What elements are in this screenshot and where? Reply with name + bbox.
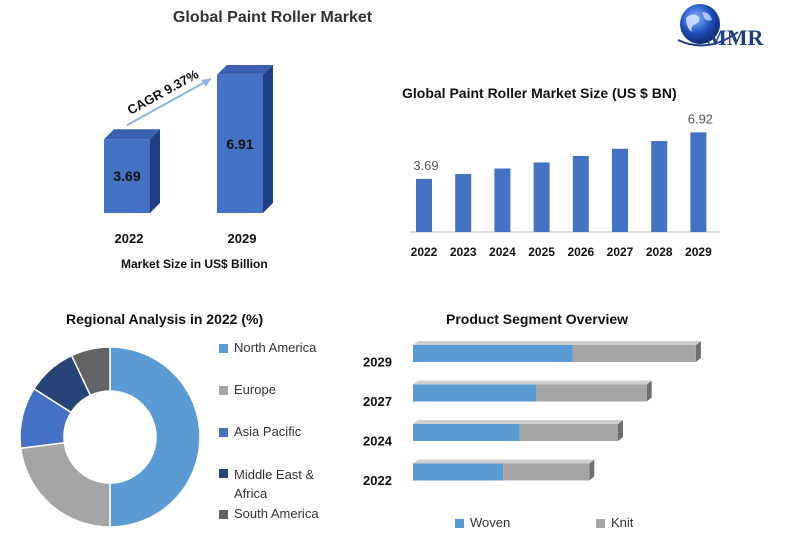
bar-2024 bbox=[494, 168, 511, 232]
bar-depth-2027 bbox=[646, 380, 652, 402]
legend-swatch bbox=[219, 344, 228, 353]
bar-value-label: 6.92 bbox=[688, 111, 713, 126]
legend-item-knit: Knit bbox=[596, 515, 633, 530]
bar-2029 bbox=[217, 74, 263, 213]
donut-slice-south-america bbox=[70, 346, 111, 397]
x-tick-label: 2024 bbox=[489, 245, 516, 259]
bar-2023 bbox=[455, 173, 472, 232]
bar-knit-2027 bbox=[536, 384, 647, 402]
cagr-label: CAGR 9.37% bbox=[125, 66, 202, 117]
legend-label: North America bbox=[234, 340, 317, 355]
bar-top-2029 bbox=[217, 65, 273, 75]
bar-2028 bbox=[651, 140, 668, 232]
cagr-arrow-line bbox=[126, 77, 212, 127]
page-title: Global Paint Roller Market bbox=[172, 9, 373, 26]
bar-knit-2022 bbox=[503, 463, 590, 481]
mmr-logo: MMR bbox=[672, 0, 792, 58]
bar-depth-2029 bbox=[695, 341, 701, 362]
bar-top-edge-2024 bbox=[413, 420, 623, 424]
bar-woven-2029 bbox=[413, 345, 573, 362]
y-tick-label: 2024 bbox=[363, 434, 393, 449]
x-tick-label: 2022 bbox=[411, 245, 438, 259]
bar-value-label: 6.91 bbox=[226, 136, 253, 152]
x-tick-label: 2023 bbox=[450, 245, 477, 259]
legend-label: Woven bbox=[470, 515, 511, 530]
bar-2022 bbox=[416, 178, 432, 232]
bar-depth-2022 bbox=[589, 459, 595, 481]
donut-slice-europe bbox=[19, 441, 111, 528]
bar-woven-2024 bbox=[413, 424, 520, 441]
legend-swatch bbox=[596, 519, 605, 528]
legend-swatch bbox=[219, 510, 228, 519]
segment-legend: Woven Knit bbox=[455, 515, 655, 535]
legend-label: Asia Pacific bbox=[234, 424, 302, 439]
cagr-chart: 3.69 2022 6.91 2029 CAGR 9.37% bbox=[104, 65, 273, 246]
market-size-title: Global Paint Roller Market Size (US $ BN… bbox=[402, 85, 677, 101]
x-tick-label: 2022 bbox=[115, 231, 144, 246]
bar-side-2022 bbox=[150, 129, 160, 213]
bar-2025 bbox=[533, 162, 550, 232]
legend-label: South America bbox=[234, 506, 319, 521]
legend-item-europe: Europe bbox=[219, 382, 276, 397]
x-tick-label: 2027 bbox=[607, 245, 634, 259]
bar-top-edge-2029 bbox=[413, 341, 701, 345]
segment-title: Product Segment Overview bbox=[446, 311, 629, 327]
bar-value-label: 3.69 bbox=[413, 158, 438, 173]
x-tick-label: 2029 bbox=[228, 231, 257, 246]
bar-2027 bbox=[612, 148, 628, 232]
regional-title: Regional Analysis in 2022 (%) bbox=[66, 311, 264, 327]
globe-icon bbox=[677, 4, 739, 47]
bar-woven-2027 bbox=[413, 384, 536, 402]
x-tick-label: 2029 bbox=[685, 245, 712, 259]
x-tick-label: 2026 bbox=[567, 245, 594, 259]
regional-donut-chart bbox=[19, 346, 201, 528]
bar-top-2022 bbox=[104, 129, 160, 140]
y-tick-label: 2027 bbox=[363, 394, 392, 409]
legend-swatch bbox=[219, 428, 228, 437]
bar-side-2029 bbox=[263, 65, 273, 213]
legend-item-south-america: South America bbox=[219, 506, 319, 521]
segment-chart: 2029 2027 2024 2022 bbox=[363, 341, 701, 488]
regional-legend: North America Europe Asia Pacific Middle… bbox=[219, 340, 349, 540]
legend-item-middle-east-africa: Middle East & Africa bbox=[219, 465, 314, 503]
y-tick-label: 2029 bbox=[363, 355, 392, 370]
logo-text: MMR bbox=[706, 25, 764, 50]
bar-value-label: 3.69 bbox=[113, 168, 140, 184]
bar-top-edge-2022 bbox=[413, 459, 595, 464]
legend-item-woven: Woven bbox=[455, 515, 510, 530]
legend-swatch bbox=[219, 469, 228, 478]
bar-2026 bbox=[572, 155, 589, 232]
legend-item-north-america: North America bbox=[219, 340, 316, 355]
bar-2022 bbox=[104, 139, 150, 213]
bar-knit-2029 bbox=[572, 345, 696, 362]
bar-knit-2024 bbox=[519, 424, 618, 441]
bar-woven-2022 bbox=[413, 463, 504, 481]
legend-item-asia-pacific: Asia Pacific bbox=[219, 424, 301, 439]
bar-2029 bbox=[690, 132, 707, 232]
y-tick-label: 2022 bbox=[363, 473, 392, 488]
x-tick-label: 2025 bbox=[528, 245, 555, 259]
x-tick-label: 2028 bbox=[646, 245, 673, 259]
legend-label: Middle East & Africa bbox=[234, 467, 315, 501]
legend-swatch bbox=[219, 386, 228, 395]
legend-swatch bbox=[455, 519, 464, 528]
donut-slice-north-america bbox=[109, 346, 201, 528]
market-size-chart: 2022 3.69 2023 2024 2025 2026 2027 2028 2029 6.92 bbox=[410, 111, 720, 259]
legend-label: Knit bbox=[611, 515, 634, 530]
cagr-arrow-head bbox=[201, 78, 211, 87]
bar-depth-2024 bbox=[618, 420, 623, 441]
cagr-chart-caption: Market Size in US$ Billion bbox=[121, 257, 268, 271]
legend-label: Europe bbox=[234, 382, 276, 397]
bar-top-edge-2027 bbox=[413, 380, 652, 385]
